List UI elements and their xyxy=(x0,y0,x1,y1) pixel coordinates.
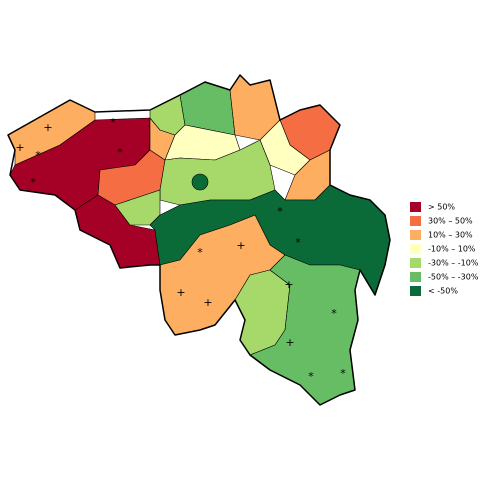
marker: * xyxy=(30,176,36,189)
marker: * xyxy=(277,205,283,218)
legend-swatch xyxy=(410,244,421,254)
legend-label: -30% – -10% xyxy=(428,259,479,268)
marker: * xyxy=(331,307,337,320)
region xyxy=(191,173,209,191)
marker: + xyxy=(236,239,245,252)
legend-swatch xyxy=(410,230,421,240)
marker: + xyxy=(15,141,24,154)
legend-swatch xyxy=(410,258,421,268)
marker: * xyxy=(117,146,123,159)
marker: * xyxy=(340,367,346,380)
marker: + xyxy=(203,296,212,309)
markers: + + * * * * * + + + * + + * * * * xyxy=(15,116,346,383)
legend-label: < -50% xyxy=(428,287,458,296)
legend-swatch xyxy=(410,202,421,212)
marker: + xyxy=(285,336,294,349)
marker: + xyxy=(284,278,293,291)
marker: * xyxy=(308,370,314,383)
regions xyxy=(7,74,391,406)
marker: + xyxy=(176,286,185,299)
legend: > 50% 30% – 50% 10% – 30% -10% – 10% -30% – … xyxy=(410,202,479,296)
marker: + xyxy=(43,121,52,134)
legend-label: > 50% xyxy=(428,203,455,212)
legend-label: 30% – 50% xyxy=(428,217,473,226)
marker: * xyxy=(295,236,301,249)
legend-label: -50% – -30% xyxy=(428,273,479,282)
legend-label: 10% – 30% xyxy=(428,231,473,240)
marker: * xyxy=(197,246,203,259)
legend-label: -10% – 10% xyxy=(428,245,476,254)
marker: * xyxy=(110,116,116,129)
country-outline xyxy=(7,74,391,406)
marker: * xyxy=(35,149,41,162)
legend-swatch xyxy=(410,216,421,226)
legend-swatch xyxy=(410,272,421,282)
legend-swatch xyxy=(410,286,421,296)
